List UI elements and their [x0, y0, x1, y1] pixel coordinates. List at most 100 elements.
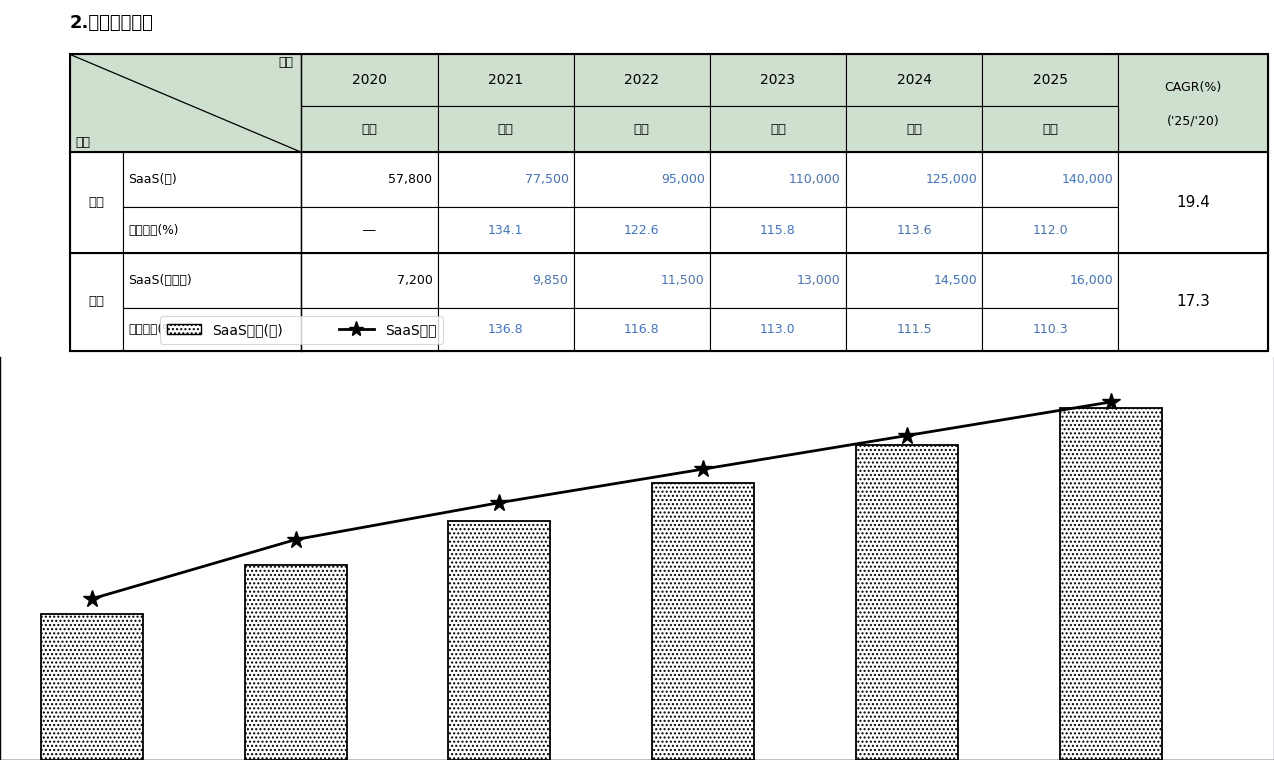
Bar	[710, 308, 846, 351]
Bar	[846, 152, 982, 207]
Text: 110.3: 110.3	[1032, 323, 1068, 336]
Bar	[1119, 253, 1268, 351]
Text: 2021: 2021	[488, 74, 524, 87]
Text: 7,200: 7,200	[396, 274, 432, 287]
Bar	[573, 308, 710, 351]
Bar	[1060, 407, 1162, 760]
Text: 2024: 2024	[897, 74, 931, 87]
Text: 前年度比(%): 前年度比(%)	[129, 323, 178, 336]
Legend: SaaS数量(社), SaaS金額: SaaS数量(社), SaaS金額	[159, 316, 443, 344]
Text: 2023: 2023	[761, 74, 795, 87]
Bar	[448, 521, 550, 760]
Text: 125,000: 125,000	[925, 173, 977, 186]
Text: 122.6: 122.6	[624, 223, 660, 236]
Bar	[982, 207, 1119, 253]
Text: 134.1: 134.1	[488, 223, 524, 236]
Text: 9,850: 9,850	[533, 274, 568, 287]
Bar	[982, 253, 1119, 308]
Bar	[1119, 152, 1268, 253]
Text: 116.8: 116.8	[624, 323, 660, 336]
Bar	[846, 106, 982, 152]
Bar	[124, 253, 302, 308]
Text: 14,500: 14,500	[934, 274, 977, 287]
Bar	[710, 152, 846, 207]
Bar	[846, 253, 982, 308]
Text: （社）: （社）	[57, 375, 83, 389]
Bar	[710, 253, 846, 308]
Text: 57,800: 57,800	[389, 173, 432, 186]
Text: 2022: 2022	[624, 74, 659, 87]
Text: 2025: 2025	[1033, 74, 1068, 87]
Bar	[437, 207, 573, 253]
Text: ―: ―	[363, 223, 376, 236]
Text: 110,000: 110,000	[789, 173, 841, 186]
Bar	[124, 308, 302, 351]
Text: SaaS(百万円): SaaS(百万円)	[129, 274, 192, 287]
Bar	[982, 55, 1119, 106]
Text: 95,000: 95,000	[661, 173, 705, 186]
Bar	[982, 152, 1119, 207]
Bar	[982, 106, 1119, 152]
Text: 11,500: 11,500	[661, 274, 705, 287]
Bar	[124, 152, 302, 207]
Text: 2.市場規模推移: 2.市場規模推移	[70, 14, 154, 32]
Bar	[652, 483, 754, 760]
Bar	[846, 207, 982, 253]
Text: 年度: 年度	[279, 56, 294, 69]
Text: （百万円）: （百万円）	[1232, 375, 1274, 389]
Bar	[437, 55, 573, 106]
Text: 13,000: 13,000	[798, 274, 841, 287]
Bar	[70, 152, 124, 253]
Bar	[846, 55, 982, 106]
Text: 予測: 予測	[1042, 123, 1059, 136]
Bar	[302, 106, 437, 152]
Text: SaaS(社): SaaS(社)	[129, 173, 177, 186]
Text: 115.8: 115.8	[761, 223, 796, 236]
Text: 112.0: 112.0	[1032, 223, 1068, 236]
Bar	[302, 207, 437, 253]
Bar	[982, 308, 1119, 351]
Text: 113.0: 113.0	[761, 323, 796, 336]
Text: 見込: 見込	[498, 123, 513, 136]
Text: 予測: 予測	[769, 123, 786, 136]
Bar	[437, 308, 573, 351]
Text: 113.6: 113.6	[897, 223, 931, 236]
Bar	[573, 207, 710, 253]
Text: 前年度比(%): 前年度比(%)	[129, 223, 178, 236]
Bar	[573, 106, 710, 152]
Bar	[846, 308, 982, 351]
Text: 2020: 2020	[352, 74, 387, 87]
Text: 17.3: 17.3	[1176, 294, 1210, 309]
Text: CAGR(%): CAGR(%)	[1164, 81, 1222, 94]
Bar	[573, 55, 710, 106]
Text: 金額: 金額	[88, 296, 104, 309]
Bar	[573, 253, 710, 308]
Text: 摘要: 摘要	[75, 136, 90, 149]
Bar	[41, 615, 143, 760]
Bar	[437, 106, 573, 152]
Bar	[1119, 55, 1268, 152]
Bar	[437, 253, 573, 308]
Text: 136.8: 136.8	[488, 323, 524, 336]
Text: 77,500: 77,500	[525, 173, 568, 186]
Text: 140,000: 140,000	[1061, 173, 1113, 186]
Bar	[70, 55, 302, 152]
Bar	[710, 207, 846, 253]
Text: 予測: 予測	[906, 123, 922, 136]
Bar	[302, 152, 437, 207]
Bar	[302, 55, 437, 106]
Bar	[437, 152, 573, 207]
Bar	[573, 152, 710, 207]
Text: ('25/'20): ('25/'20)	[1167, 115, 1219, 128]
Bar	[710, 106, 846, 152]
Bar	[124, 207, 302, 253]
Text: 数量: 数量	[88, 196, 104, 209]
Bar	[70, 253, 124, 351]
Text: 19.4: 19.4	[1176, 195, 1210, 211]
Bar	[302, 308, 437, 351]
Text: 予測: 予測	[633, 123, 650, 136]
Bar	[856, 445, 958, 760]
Text: ―: ―	[363, 323, 376, 336]
Text: 111.5: 111.5	[896, 323, 931, 336]
Bar	[710, 55, 846, 106]
